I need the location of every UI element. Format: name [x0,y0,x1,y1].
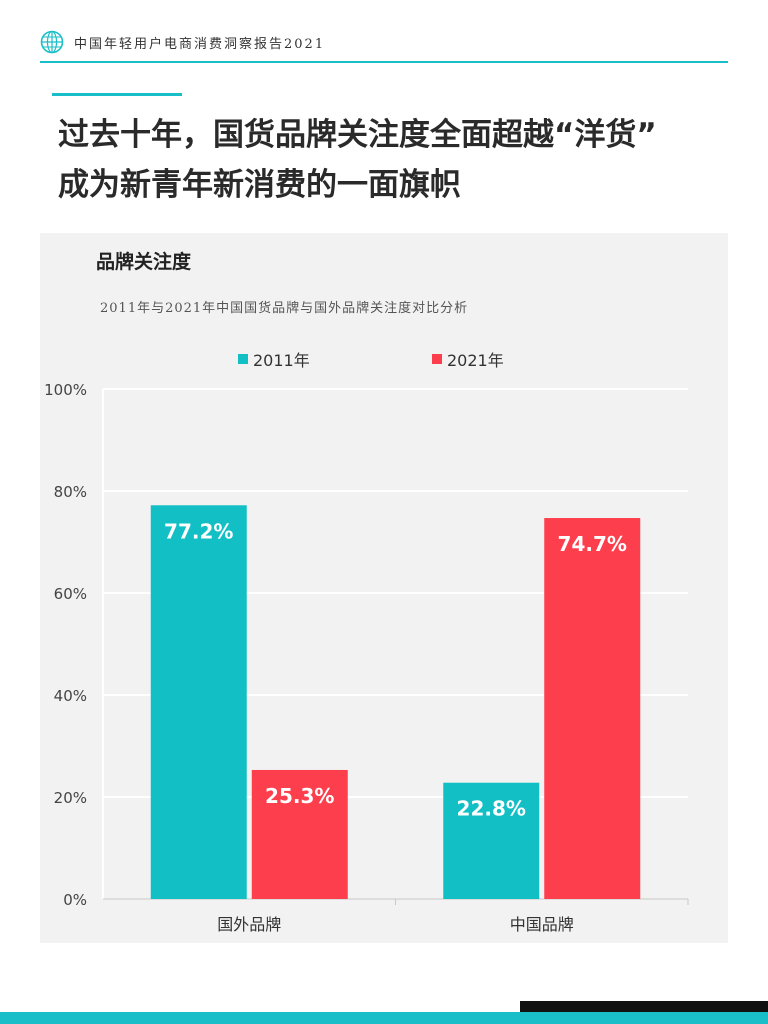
chart-panel: 品牌关注度 2011年与2021年中国国货品牌与国外品牌关注度对比分析 2011… [40,233,728,943]
y-tick-label: 100% [44,381,87,399]
legend-item-2021: 2021年 [432,347,504,371]
headline-line-1: 过去十年，国货品牌关注度全面超越“洋货” [58,117,657,153]
bar [150,505,247,899]
footer-bar [0,1012,768,1024]
report-title: 中国年轻用户电商消费洞察报告2021 [74,37,326,52]
data-label: 25.3% [265,784,334,808]
data-label: 22.8% [457,797,526,821]
headline-accent-bar [52,93,182,96]
legend-swatch-2011 [238,354,248,364]
x-tick-label: 中国品牌 [510,915,574,934]
footer-accent-black [520,1001,768,1012]
chart-legend: 2011年 2021年 [40,347,728,371]
bar-chart: 0% 20% 40% 60% 80% 100% 国外品牌 77.2% 25.3% 中国品牌 22.8… [44,381,689,934]
bar [544,518,641,899]
y-tick-label: 0% [63,891,87,909]
legend-item-2011: 2011年 [238,347,310,371]
y-tick-label: 40% [54,687,87,705]
y-tick-label: 20% [54,789,87,807]
header-divider [40,61,728,63]
legend-swatch-2021 [432,354,442,364]
bar [251,769,348,899]
data-label: 77.2% [164,519,233,543]
headline: 过去十年，国货品牌关注度全面超越“洋货” 成为新青年新消费的一面旗帜 [58,110,738,210]
globe-icon [40,30,64,54]
y-tick-label: 80% [54,483,87,501]
report-header: 中国年轻用户电商消费洞察报告2021 [40,28,728,62]
legend-label-2011: 2011年 [253,351,310,370]
y-tick-label: 60% [54,585,87,603]
chart-subtitle: 2011年与2021年中国国货品牌与国外品牌关注度对比分析 [100,301,469,316]
data-label: 74.7% [558,532,627,556]
x-tick-label: 国外品牌 [217,915,281,934]
legend-label-2021: 2021年 [447,351,504,370]
bar [443,782,540,899]
chart-title: 品牌关注度 [96,251,192,273]
headline-line-2: 成为新青年新消费的一面旗帜 [58,167,461,203]
